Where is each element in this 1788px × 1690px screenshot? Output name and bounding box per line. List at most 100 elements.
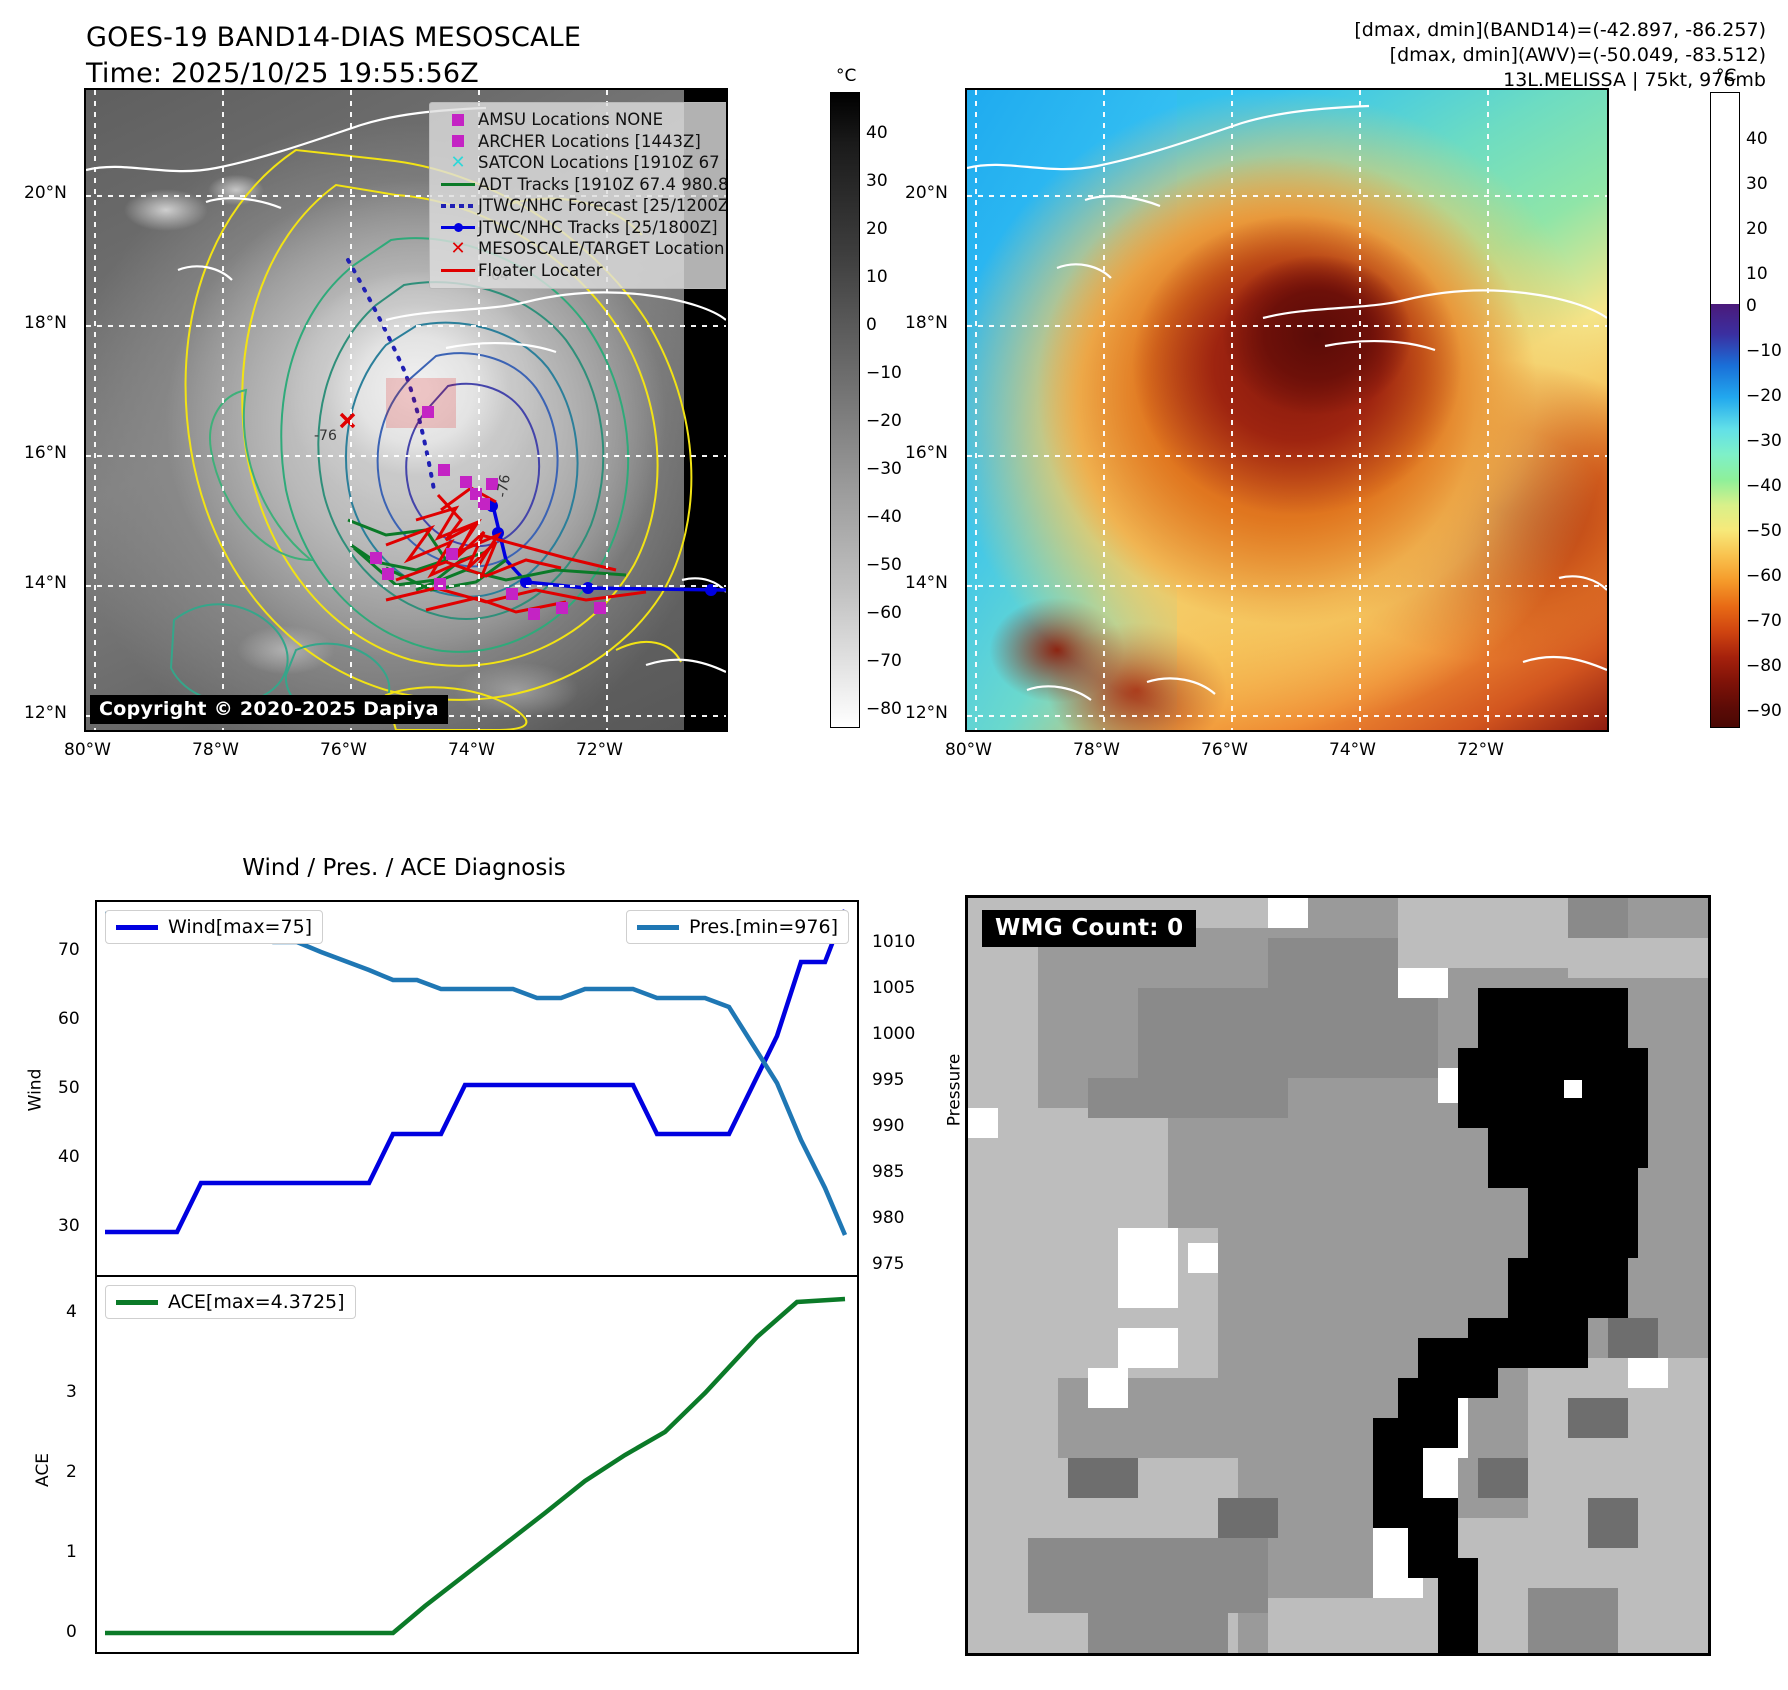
wmg-count-badge: WMG Count: 0 (982, 910, 1197, 947)
wmg-cluster-map[interactable]: WMG Count: 0 (965, 895, 1711, 1656)
legend-item-forecast[interactable]: JTWC/NHC Forecast [25/1200Z] (438, 195, 726, 217)
lat-label-20N: 20°N (24, 183, 67, 203)
wind-pressure-plot[interactable]: Wind[max=75] Pres.[min=976] (95, 900, 859, 1279)
solid-line-icon (438, 268, 478, 272)
lat-gridline-16N (967, 455, 1607, 457)
lat-label-18N: 18°N (24, 313, 67, 333)
diagnosis-title: Wind / Pres. / ACE Diagnosis (242, 855, 566, 881)
legend-item-adt-tracks[interactable]: ADT Tracks [1910Z 67.4 980.8] (438, 174, 726, 196)
legend-item-archer[interactable]: ARCHER Locations [1443Z] (438, 131, 726, 153)
lat-label-12N: 12°N (905, 703, 948, 723)
lon-label-76W: 76°W (320, 740, 367, 760)
dmax-band14: [dmax, dmin](BAND14)=(-42.897, -86.257) (1354, 19, 1766, 41)
pressure-tick-1005: 1005 (872, 978, 916, 998)
lon-gridline-74W (1359, 90, 1361, 730)
right-colorbar (1710, 92, 1740, 728)
legend-item-mesoscale-target[interactable]: ✕ MESOSCALE/TARGET Location (438, 238, 726, 260)
lat-gridline-18N (86, 325, 726, 327)
pressure-axis-label: Pressure (944, 1053, 965, 1127)
ace-series-line (105, 1296, 846, 1636)
legend-label: Floater Locater (478, 260, 603, 280)
awv-enhanced-map[interactable] (965, 88, 1609, 732)
lon-label-74W: 74°W (1329, 740, 1376, 760)
wind-tick-50: 50 (58, 1078, 80, 1098)
temperature-contours: -64 -76 -76 (86, 106, 726, 730)
svg-text:-76: -76 (314, 428, 337, 444)
ace-axis-label: ACE (32, 1453, 53, 1487)
right-colorbar-title: °C (1716, 66, 1737, 86)
lat-label-12N: 12°N (24, 703, 67, 723)
pressure-tick-975: 975 (872, 1254, 905, 1274)
ace-tick-1: 1 (66, 1542, 77, 1562)
pressure-tick-1010: 1010 (872, 932, 916, 952)
legend-item-amsu[interactable]: AMSU Locations NONE (438, 109, 726, 131)
wind-tick-60: 60 (58, 1009, 80, 1029)
legend-label: SATCON Locations [1910Z 67 977] (478, 153, 726, 173)
pressure-tick-980: 980 (872, 1208, 905, 1228)
lon-gridline-72W (1487, 90, 1489, 730)
ace-tick-4: 4 (66, 1302, 77, 1322)
lon-gridline-72W (606, 90, 608, 730)
legend-label: AMSU Locations NONE (478, 110, 664, 130)
pressure-legend[interactable]: Pres.[min=976] (626, 910, 849, 944)
lon-gridline-80W (975, 90, 977, 730)
lon-gridline-74W (478, 90, 480, 730)
lat-label-16N: 16°N (24, 443, 67, 463)
solid-line-icon (438, 182, 478, 186)
wind-legend-label: Wind[max=75] (168, 916, 313, 938)
pressure-legend-swatch (637, 924, 679, 930)
lat-label-18N: 18°N (905, 313, 948, 333)
ir-band14-map[interactable]: -64 -76 -76 AMSU Locations NONE ARCHER L… (84, 88, 728, 732)
legend-item-jtwc-tracks[interactable]: JTWC/NHC Tracks [25/1800Z] (438, 217, 726, 239)
right-map-coastlines (967, 104, 1607, 701)
lon-label-72W: 72°W (1457, 740, 1504, 760)
lat-gridline-14N (967, 585, 1607, 587)
ace-legend[interactable]: ACE[max=4.3725] (105, 1285, 356, 1319)
left-colorbar (830, 92, 860, 728)
square-marker-icon (438, 135, 478, 148)
title-line: GOES-19 BAND14-DIAS MESOSCALE (86, 22, 582, 53)
copyright-notice: Copyright © 2020-2025 Dapiya (90, 695, 448, 724)
pressure-tick-990: 990 (872, 1116, 905, 1136)
legend-item-floater-locater[interactable]: Floater Locater (438, 260, 726, 282)
page-title: GOES-19 BAND14-DIAS MESOSCALE Time: 2025… (86, 20, 581, 92)
lat-gridline-18N (967, 325, 1607, 327)
line-with-dot-icon (438, 222, 478, 232)
lon-label-80W: 80°W (945, 740, 992, 760)
wind-pressure-lines (105, 909, 848, 1236)
pressure-tick-1000: 1000 (872, 1024, 916, 1044)
lon-label-72W: 72°W (576, 740, 623, 760)
map-legend[interactable]: AMSU Locations NONE ARCHER Locations [14… (429, 102, 726, 289)
square-marker-icon (438, 113, 478, 126)
dotted-line-icon (438, 203, 478, 208)
wind-legend[interactable]: Wind[max=75] (105, 910, 324, 944)
ace-tick-2: 2 (66, 1462, 77, 1482)
lat-gridline-14N (86, 585, 726, 587)
ace-plot[interactable]: ACE[max=4.3725] (95, 1275, 859, 1654)
lon-label-78W: 78°W (192, 740, 239, 760)
lon-gridline-76W (350, 90, 352, 730)
legend-label: JTWC/NHC Tracks [25/1800Z] (478, 217, 718, 237)
lat-label-14N: 14°N (24, 573, 67, 593)
lat-label-14N: 14°N (905, 573, 948, 593)
legend-label: ARCHER Locations [1443Z] (478, 131, 701, 151)
ace-legend-label: ACE[max=4.3725] (168, 1291, 345, 1313)
lat-label-20N: 20°N (905, 183, 948, 203)
lat-gridline-20N (967, 195, 1607, 197)
dmax-awv: [dmax, dmin](AWV)=(-50.049, -83.512) (1389, 44, 1766, 66)
pressure-legend-label: Pres.[min=976] (689, 916, 838, 938)
lon-gridline-80W (94, 90, 96, 730)
legend-item-satcon[interactable]: ✕ SATCON Locations [1910Z 67 977] (438, 152, 726, 174)
lat-gridline-12N (967, 715, 1607, 717)
lon-label-78W: 78°W (1073, 740, 1120, 760)
lat-gridline-16N (86, 455, 726, 457)
legend-label: JTWC/NHC Forecast [25/1200Z] (478, 196, 728, 216)
legend-label: ADT Tracks [1910Z 67.4 980.8] (478, 174, 728, 194)
wind-series-line (105, 909, 848, 1235)
lon-label-80W: 80°W (64, 740, 111, 760)
lon-gridline-76W (1231, 90, 1233, 730)
ace-legend-swatch (116, 1299, 158, 1305)
lat-label-16N: 16°N (905, 443, 948, 463)
lon-label-76W: 76°W (1201, 740, 1248, 760)
wind-axis-label: Wind (25, 1068, 46, 1112)
